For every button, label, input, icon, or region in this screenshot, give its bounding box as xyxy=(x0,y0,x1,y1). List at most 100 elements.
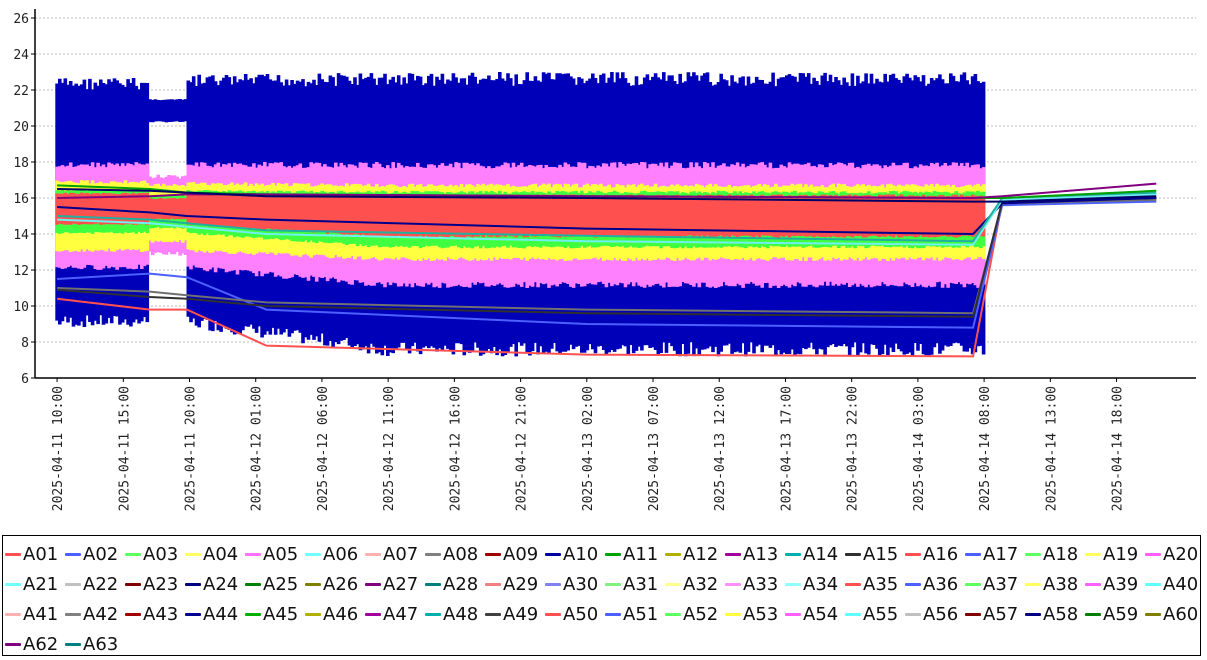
legend-swatch xyxy=(5,612,21,616)
legend-label: A46 xyxy=(323,603,359,625)
legend-label: A02 xyxy=(83,543,119,565)
legend-label: A38 xyxy=(1043,573,1079,595)
legend-swatch xyxy=(725,582,741,586)
series-A27 xyxy=(57,182,1157,200)
legend-item: A18 xyxy=(1025,544,1085,565)
legend-label: A27 xyxy=(383,573,419,595)
legend-label: A26 xyxy=(323,573,359,595)
y-tick-label: 18 xyxy=(13,156,29,171)
legend-swatch xyxy=(245,582,261,586)
legend-label: A30 xyxy=(563,573,599,595)
legend-item: A60 xyxy=(1145,604,1205,625)
legend-swatch xyxy=(605,552,621,556)
legend-item: A14 xyxy=(785,544,845,565)
x-tick-label: 2025-04-11 10:00 xyxy=(51,386,66,511)
legend-item: A43 xyxy=(125,604,185,625)
legend-item: A47 xyxy=(365,604,425,625)
legend-label: A07 xyxy=(383,543,419,565)
legend-label: A55 xyxy=(863,603,899,625)
y-tick-label: 8 xyxy=(21,336,29,351)
x-tick-label: 2025-04-12 01:00 xyxy=(250,386,265,511)
legend-item: A20 xyxy=(1145,544,1205,565)
legend-swatch xyxy=(5,582,21,586)
legend-swatch xyxy=(5,552,21,556)
legend-swatch xyxy=(305,582,321,586)
x-tick-label: 2025-04-12 16:00 xyxy=(448,386,463,511)
legend-swatch xyxy=(125,612,141,616)
legend-swatch xyxy=(905,552,921,556)
legend-label: A25 xyxy=(263,573,299,595)
legend-item: A15 xyxy=(845,544,905,565)
legend-label: A24 xyxy=(203,573,239,595)
legend-item: A24 xyxy=(185,574,245,595)
legend-swatch xyxy=(425,612,441,616)
x-tick-label: 2025-04-13 17:00 xyxy=(780,386,795,511)
legend-item: A27 xyxy=(365,574,425,595)
legend-swatch xyxy=(605,582,621,586)
legend-label: A33 xyxy=(743,573,779,595)
legend-swatch xyxy=(485,582,501,586)
legend-item: A51 xyxy=(605,604,665,625)
legend-label: A57 xyxy=(983,603,1019,625)
x-tick-label: 2025-04-13 12:00 xyxy=(713,386,728,511)
legend-item: A30 xyxy=(545,574,605,595)
legend-label: A14 xyxy=(803,543,839,565)
y-tick-label: 12 xyxy=(13,264,29,279)
legend-item: A25 xyxy=(245,574,305,595)
band-A01 xyxy=(55,192,986,238)
legend-swatch xyxy=(485,552,501,556)
legend-item: A31 xyxy=(605,574,665,595)
legend-item: A48 xyxy=(425,604,485,625)
legend-swatch xyxy=(545,612,561,616)
legend-swatch xyxy=(365,612,381,616)
legend-label: A34 xyxy=(803,573,839,595)
x-tick-label: 2025-04-12 06:00 xyxy=(316,386,331,511)
y-tick-label: 24 xyxy=(13,48,29,63)
legend: A01 A02 A03 A04 A05 A06 A07 A08 A09 A10 A11 A12 A13 A… xyxy=(2,535,1201,656)
legend-item: A41 xyxy=(5,604,65,625)
legend-item: A11 xyxy=(605,544,665,565)
legend-label: A43 xyxy=(143,603,179,625)
x-tick-label: 2025-04-14 13:00 xyxy=(1044,386,1059,511)
legend-label: A01 xyxy=(23,543,59,565)
legend-item: A16 xyxy=(905,544,965,565)
legend-item: A07 xyxy=(365,544,425,565)
legend-item: A26 xyxy=(305,574,365,595)
legend-swatch xyxy=(185,582,201,586)
legend-item: A32 xyxy=(665,574,725,595)
legend-swatch xyxy=(845,612,861,616)
legend-row: A21 A22 A23 A24 A25 A26 A27 A28 A29 A30 A31 A32 A33 A… xyxy=(5,569,1200,599)
legend-label: A48 xyxy=(443,603,479,625)
legend-item: A22 xyxy=(65,574,125,595)
legend-swatch xyxy=(425,552,441,556)
legend-swatch xyxy=(305,552,321,556)
x-tick-label: 2025-04-14 03:00 xyxy=(912,386,927,511)
legend-label: A58 xyxy=(1043,603,1079,625)
legend-label: A31 xyxy=(623,573,659,595)
legend-swatch xyxy=(665,582,681,586)
legend-label: A50 xyxy=(563,603,599,625)
legend-label: A42 xyxy=(83,603,119,625)
x-tick-label: 2025-04-14 08:00 xyxy=(978,386,993,511)
legend-label: A19 xyxy=(1103,543,1139,565)
legend-item: A35 xyxy=(845,574,905,595)
legend-swatch xyxy=(665,612,681,616)
legend-item: A49 xyxy=(485,604,545,625)
legend-swatch xyxy=(905,582,921,586)
y-tick-label: 14 xyxy=(13,228,29,243)
legend-label: A29 xyxy=(503,573,539,595)
legend-swatch xyxy=(185,552,201,556)
legend-swatch xyxy=(725,612,741,616)
legend-label: A36 xyxy=(923,573,959,595)
legend-item: A05 xyxy=(245,544,305,565)
legend-item: A56 xyxy=(905,604,965,625)
legend-swatch xyxy=(1145,552,1161,556)
legend-item: A40 xyxy=(1145,574,1205,595)
legend-swatch xyxy=(65,552,81,556)
legend-label: A28 xyxy=(443,573,479,595)
legend-swatch xyxy=(425,582,441,586)
legend-item: A39 xyxy=(1085,574,1145,595)
legend-item: A17 xyxy=(965,544,1025,565)
legend-swatch xyxy=(1145,612,1161,616)
legend-label: A12 xyxy=(683,543,719,565)
